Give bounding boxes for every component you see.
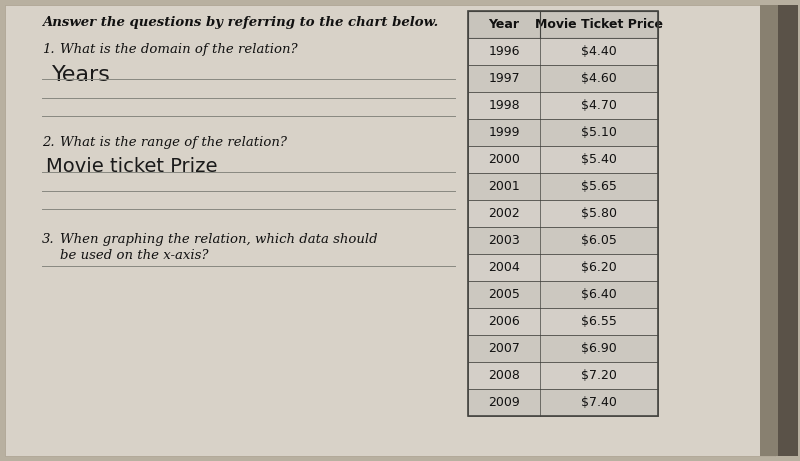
Text: 2002: 2002: [488, 207, 520, 220]
Text: What is the range of the relation?: What is the range of the relation?: [60, 136, 287, 149]
FancyBboxPatch shape: [468, 11, 658, 38]
Text: Movie Ticket Price: Movie Ticket Price: [535, 18, 663, 31]
Text: Movie ticket Prize: Movie ticket Prize: [46, 157, 218, 176]
Text: $4.70: $4.70: [581, 99, 617, 112]
Text: $6.55: $6.55: [581, 315, 617, 328]
Text: $6.90: $6.90: [581, 342, 617, 355]
Text: 2009: 2009: [488, 396, 520, 409]
FancyBboxPatch shape: [468, 308, 658, 335]
Text: $5.80: $5.80: [581, 207, 617, 220]
Text: Year: Year: [489, 18, 519, 31]
Text: $5.10: $5.10: [581, 126, 617, 139]
FancyBboxPatch shape: [468, 38, 658, 65]
Text: 2.: 2.: [42, 136, 54, 149]
Text: $7.40: $7.40: [581, 396, 617, 409]
Text: 1997: 1997: [488, 72, 520, 85]
Text: 1.: 1.: [42, 43, 54, 56]
Text: 2008: 2008: [488, 369, 520, 382]
FancyBboxPatch shape: [468, 362, 658, 389]
Text: $4.60: $4.60: [581, 72, 617, 85]
FancyBboxPatch shape: [468, 281, 658, 308]
Text: be used on the x-axis?: be used on the x-axis?: [60, 249, 209, 262]
FancyBboxPatch shape: [468, 227, 658, 254]
FancyBboxPatch shape: [468, 200, 658, 227]
Text: $6.40: $6.40: [581, 288, 617, 301]
Text: 1998: 1998: [488, 99, 520, 112]
FancyBboxPatch shape: [778, 5, 798, 456]
FancyBboxPatch shape: [760, 5, 798, 456]
Text: Answer the questions by referring to the chart below.: Answer the questions by referring to the…: [42, 16, 438, 29]
Text: 1996: 1996: [488, 45, 520, 58]
FancyBboxPatch shape: [468, 119, 658, 146]
FancyBboxPatch shape: [468, 254, 658, 281]
Text: 2000: 2000: [488, 153, 520, 166]
Text: $5.65: $5.65: [581, 180, 617, 193]
FancyBboxPatch shape: [468, 335, 658, 362]
Text: 2007: 2007: [488, 342, 520, 355]
FancyBboxPatch shape: [468, 92, 658, 119]
Text: When graphing the relation, which data should: When graphing the relation, which data s…: [60, 233, 378, 246]
Text: 2004: 2004: [488, 261, 520, 274]
Text: $4.40: $4.40: [581, 45, 617, 58]
Text: 2001: 2001: [488, 180, 520, 193]
Text: Years: Years: [52, 65, 111, 85]
Text: 1999: 1999: [488, 126, 520, 139]
FancyBboxPatch shape: [468, 65, 658, 92]
FancyBboxPatch shape: [5, 5, 775, 456]
Text: $5.40: $5.40: [581, 153, 617, 166]
Text: $6.05: $6.05: [581, 234, 617, 247]
Text: $6.20: $6.20: [581, 261, 617, 274]
FancyBboxPatch shape: [468, 146, 658, 173]
Text: What is the domain of the relation?: What is the domain of the relation?: [60, 43, 298, 56]
FancyBboxPatch shape: [468, 389, 658, 416]
Text: 2003: 2003: [488, 234, 520, 247]
Text: 3.: 3.: [42, 233, 54, 246]
FancyBboxPatch shape: [468, 173, 658, 200]
Text: 2006: 2006: [488, 315, 520, 328]
Text: 2005: 2005: [488, 288, 520, 301]
Text: $7.20: $7.20: [581, 369, 617, 382]
